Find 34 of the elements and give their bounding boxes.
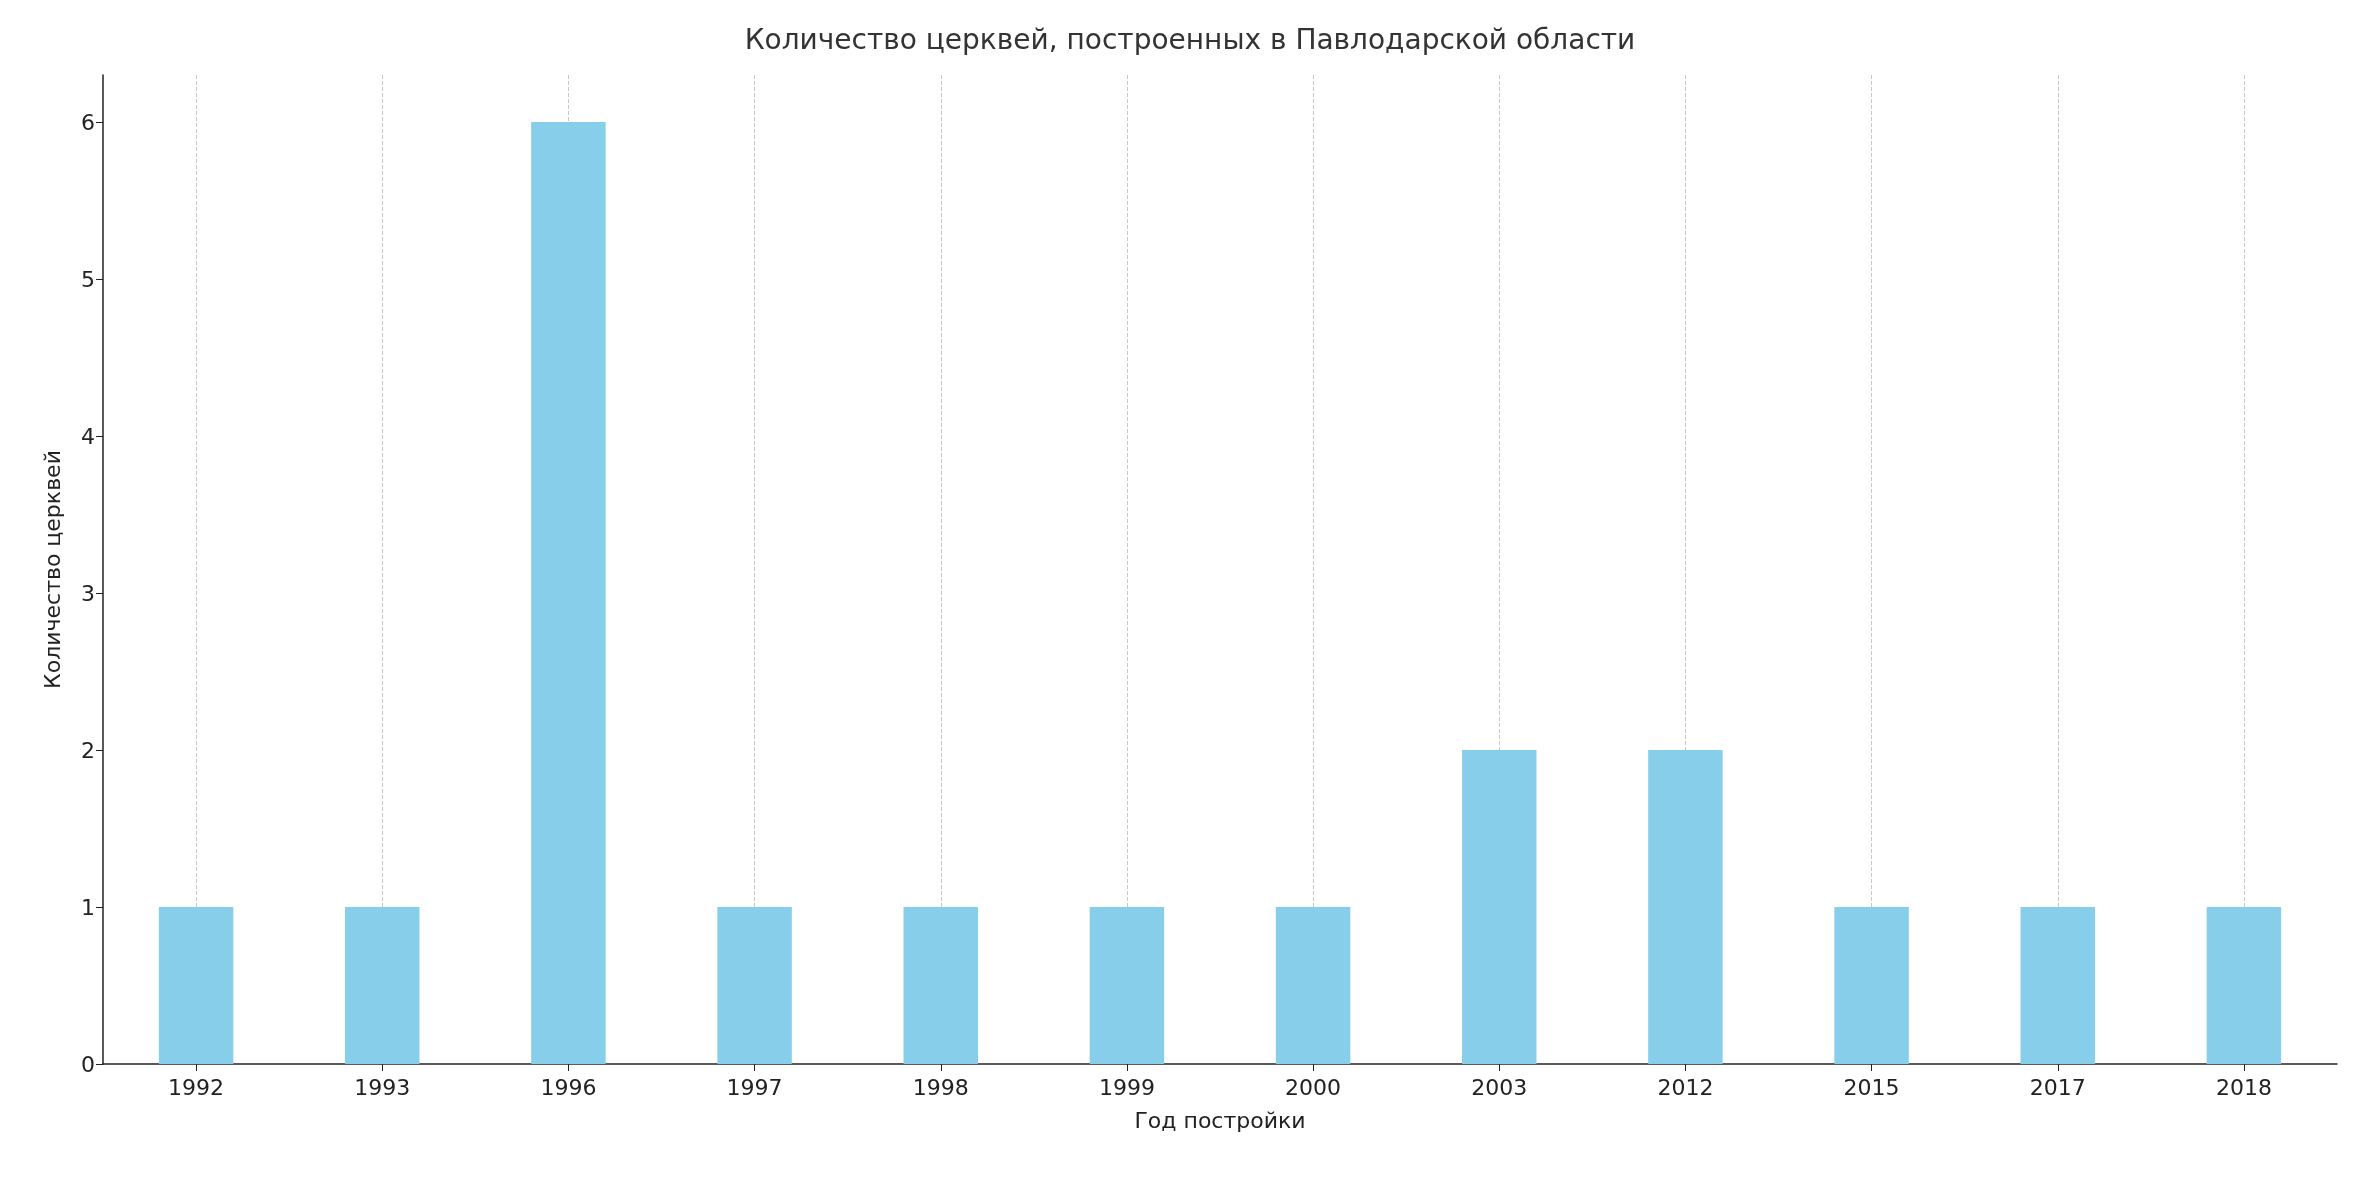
x-tick-label: 2012 [1657,1074,1714,1100]
chart-title: Количество церквей, построенных в Павлодарской области [744,22,1636,56]
y-tick-label: 6 [81,109,95,135]
y-tick-label: 3 [81,580,95,606]
bar [2206,907,2282,1064]
y-tick-label: 5 [81,266,95,292]
x-axis-title: Год постройки [1134,1107,1306,1133]
y-tick-label: 2 [81,737,95,763]
x-tick-label: 2003 [1471,1074,1528,1100]
bar [1089,907,1165,1064]
x-tick-label: 1997 [726,1074,783,1100]
bar [2020,907,2095,1064]
x-tick-label: 1992 [168,1074,225,1100]
y-tick-label: 0 [81,1051,95,1077]
x-tick-label: 1993 [354,1074,411,1100]
x-tick-label: 2017 [2029,1074,2086,1100]
bar [717,907,792,1064]
bar [1834,907,1909,1064]
bar [345,907,420,1064]
y-tick-label: 1 [81,894,95,920]
y-tick-label: 4 [81,423,95,449]
bar [1275,907,1351,1064]
bar [1648,750,1723,1064]
x-tick-label: 2000 [1285,1074,1342,1100]
x-tick-label: 2015 [1843,1074,1900,1100]
x-tick-label: 1999 [1098,1074,1155,1100]
bar [531,122,606,1064]
bar [903,907,978,1064]
x-tick-label: 1998 [912,1074,969,1100]
x-tick-label: 2018 [2215,1074,2272,1100]
bar [1462,750,1537,1064]
bar [158,907,234,1064]
x-tick-label: 1996 [540,1074,597,1100]
y-axis-title: Количество церквей [39,450,65,689]
